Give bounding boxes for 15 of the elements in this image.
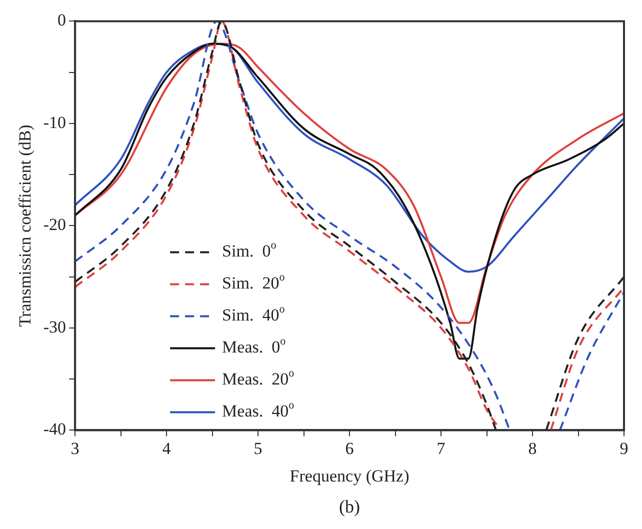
x-tick-label: 6 bbox=[345, 438, 354, 458]
x-tick-label: 5 bbox=[254, 438, 262, 458]
x-tick-label: 3 bbox=[70, 438, 80, 458]
text: (b) bbox=[339, 496, 360, 517]
y-tick-label: 0 bbox=[58, 10, 66, 30]
x-axis-title: Frequency (GHz) bbox=[290, 466, 410, 486]
y-axis-title: Transmissicn coefficient (dB) bbox=[16, 124, 35, 327]
y-tick-label: -40 bbox=[43, 420, 66, 439]
y-tick-label: -20 bbox=[43, 215, 66, 234]
x-tick-label: 7 bbox=[436, 438, 446, 458]
y-tick-label: -30 bbox=[43, 317, 66, 336]
x-tick-label: 4 bbox=[162, 438, 172, 458]
x-tick-label: 9 bbox=[620, 438, 628, 458]
x-tick-label: 8 bbox=[528, 438, 537, 458]
y-tick-label: -10 bbox=[43, 112, 66, 132]
